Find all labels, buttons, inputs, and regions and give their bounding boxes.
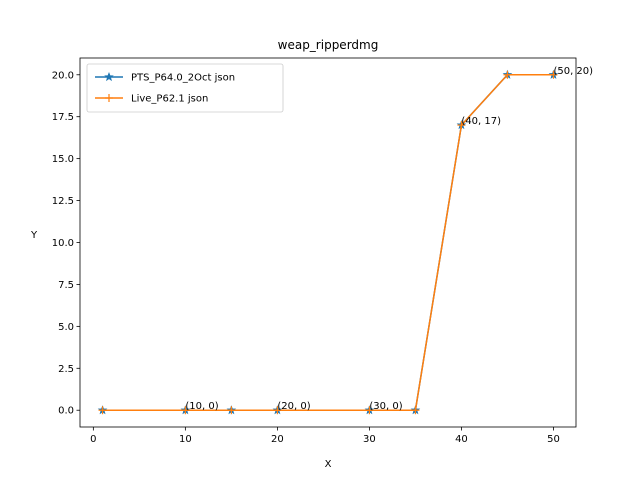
point-annotation: (40, 17): [461, 116, 501, 127]
y-tick-label: 5.0: [58, 322, 74, 333]
data-point: [457, 121, 466, 130]
y-tick-label: 2.5: [58, 364, 74, 375]
legend-entry-label: PTS_P64.0_2Oct json: [131, 73, 235, 84]
point-annotation: (20, 0): [277, 401, 310, 412]
legend: PTS_P64.0_2Oct json Live_P62.1 json: [86, 63, 284, 113]
data-point: [98, 406, 107, 415]
data-point: [273, 406, 282, 415]
point-annotation: (30, 0): [369, 401, 402, 412]
x-tick-label: 10: [179, 434, 192, 445]
x-tick-label: 30: [363, 434, 376, 445]
x-tick-label: 50: [547, 434, 560, 445]
data-point: [411, 406, 420, 415]
x-tick-label: 40: [455, 434, 468, 445]
data-point: [503, 70, 512, 79]
x-tick-label: 0: [90, 434, 96, 445]
x-tick-label: 20: [271, 434, 284, 445]
data-point: [181, 406, 190, 415]
y-tick-label: 20.0: [52, 70, 74, 81]
chart-title: weap_ripperdmg: [278, 38, 379, 52]
data-point: [227, 406, 236, 415]
legend-entry-label: Live_P62.1 json: [131, 94, 208, 105]
y-tick-label: 7.5: [58, 280, 74, 291]
point-annotation: (10, 0): [185, 401, 218, 412]
legend-marker: [104, 71, 114, 82]
plot-area: 0 10 20 30 40 50 0.0 2.5 5.0 7.5 10.0 12.5 15.0 17.5 2…: [52, 57, 593, 445]
legend-box: [86, 63, 284, 113]
y-tick-label: 10.0: [52, 238, 74, 249]
x-axis-label: X: [325, 459, 332, 470]
data-point: [549, 70, 558, 79]
data-point: [365, 406, 374, 415]
y-axis-label: Y: [30, 230, 38, 241]
y-tick-label: 0.0: [58, 406, 74, 417]
y-tick-label: 15.0: [52, 154, 74, 165]
y-tick-label: 17.5: [52, 112, 74, 123]
legend-marker: [105, 94, 113, 102]
point-annotation: (50, 20): [553, 66, 593, 77]
y-tick-label: 12.5: [52, 196, 74, 207]
